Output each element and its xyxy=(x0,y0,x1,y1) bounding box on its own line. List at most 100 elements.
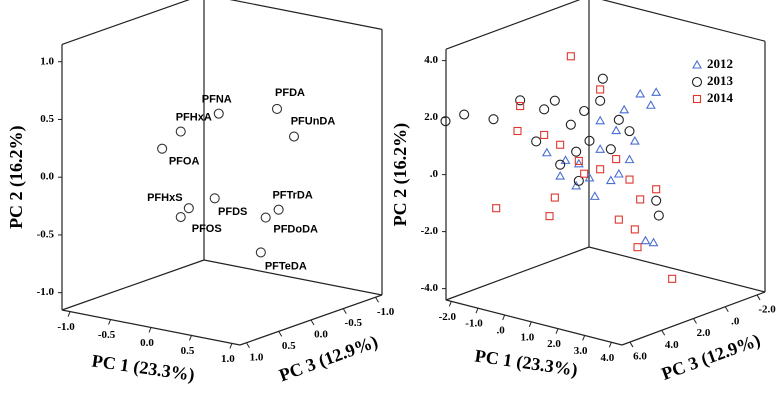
x-tick-label: -0.5 xyxy=(98,329,116,341)
square-marker xyxy=(596,85,605,94)
x-tick xyxy=(608,342,612,348)
triangle-marker xyxy=(560,155,571,164)
circle-marker xyxy=(459,109,470,120)
legend-marker xyxy=(692,94,702,104)
x-tick-label: 3.0 xyxy=(574,345,588,357)
triangle-marker xyxy=(613,168,624,178)
square-marker xyxy=(566,52,575,61)
x-tick xyxy=(475,307,479,314)
legend-label: 2013 xyxy=(707,73,734,88)
square-marker xyxy=(636,195,645,204)
triangle-marker xyxy=(619,104,630,114)
x-tick xyxy=(528,321,532,328)
point-label: PFHxA xyxy=(176,111,212,123)
legend-marker xyxy=(691,76,703,88)
y-tick-label: 0.5 xyxy=(40,113,54,125)
point-label: PFDoDA xyxy=(273,223,318,235)
triangle-marker xyxy=(611,125,622,135)
square-marker xyxy=(513,126,522,136)
legend-label: 2012 xyxy=(707,56,733,71)
triangle-marker xyxy=(648,237,659,247)
chart: -1.0 -0.5 0.0 0.5 1.0 1.0 0.5 0.0 -0.5 -1.0 -1.0 -0… xyxy=(6,0,395,386)
x-tick-label: 2.0 xyxy=(547,338,561,350)
square-marker xyxy=(652,185,661,194)
z-tick xyxy=(342,308,347,314)
y-tick-label: -4.0 xyxy=(421,282,439,294)
square-marker xyxy=(516,101,525,111)
square-marker xyxy=(668,274,677,283)
point-label: PFOS xyxy=(192,223,222,235)
circle-marker xyxy=(539,104,550,115)
y-tick-label: 1.0 xyxy=(40,55,54,67)
point-label: PFUnDA xyxy=(291,115,336,127)
circle-marker xyxy=(579,105,590,117)
circle-marker xyxy=(595,95,606,106)
z-tick-label: 0.0 xyxy=(314,329,328,341)
square-marker xyxy=(580,169,589,178)
square-marker xyxy=(596,165,605,174)
triangle-marker xyxy=(624,154,635,164)
triangle-marker xyxy=(635,88,646,98)
circle-marker xyxy=(613,114,624,125)
circle-marker xyxy=(157,143,168,154)
square-marker xyxy=(545,212,554,221)
box-edge xyxy=(229,0,383,30)
circle-marker xyxy=(584,135,595,146)
point-label: PFHxS xyxy=(147,192,182,204)
z-tick xyxy=(375,297,379,303)
z-tick-label: 4.0 xyxy=(665,339,679,351)
z-tick xyxy=(310,319,315,326)
y-tick-label: 4.0 xyxy=(424,54,438,66)
x-tick-label: -2.0 xyxy=(439,311,457,323)
box-edge xyxy=(61,0,190,45)
circle-marker xyxy=(255,247,266,258)
chart: -2.0 -1.0 .0 1.0 2.0 3.0 4.0 6.0 4.0 2.0 .0 -2.0 -4.… xyxy=(390,0,776,385)
box-edge xyxy=(61,259,205,311)
x-tick-label: -1.0 xyxy=(57,321,75,333)
y-tick-label: -1.0 xyxy=(37,286,55,298)
square-marker xyxy=(614,215,623,224)
circle-marker xyxy=(488,114,499,125)
circle-marker xyxy=(653,210,664,221)
x-tick-label: 0.0 xyxy=(140,337,154,349)
x-tick-label: 1.0 xyxy=(221,353,235,365)
legend-marker xyxy=(692,59,702,69)
point-label: PFNA xyxy=(202,94,232,106)
circle-marker xyxy=(573,175,584,186)
triangle-marker xyxy=(640,235,651,245)
triangle-marker xyxy=(629,135,640,145)
y-axis-label: PC 2 (16.2%) xyxy=(390,123,411,226)
circle-marker xyxy=(531,136,542,147)
triangle-marker xyxy=(605,175,616,185)
circle-marker xyxy=(260,212,271,223)
x-tick xyxy=(448,301,452,307)
circle-marker xyxy=(175,126,186,137)
x-tick-label: 1.0 xyxy=(520,331,534,343)
z-tick-label: -2.0 xyxy=(758,303,776,315)
x-tick xyxy=(108,319,112,325)
circle-marker xyxy=(213,108,224,119)
y-tick-label: -2.0 xyxy=(421,225,439,237)
z-tick-label: -0.5 xyxy=(345,317,363,329)
box-edge xyxy=(445,0,581,50)
z-tick xyxy=(629,341,634,348)
triangle-marker xyxy=(541,147,552,157)
y-tick-label: 2.0 xyxy=(424,111,438,123)
circle-marker xyxy=(273,204,284,215)
z-tick xyxy=(278,331,283,337)
point-label: PFDA xyxy=(275,87,305,99)
circle-marker xyxy=(565,119,576,130)
z-tick-label: 6.0 xyxy=(633,351,647,363)
triangle-marker xyxy=(595,115,606,125)
z-tick xyxy=(756,294,761,301)
box-edge xyxy=(601,0,766,42)
circle-marker xyxy=(440,116,451,127)
square-marker xyxy=(612,155,621,164)
circle-marker xyxy=(605,144,616,155)
x-tick xyxy=(67,311,71,317)
x-tick xyxy=(229,343,233,349)
x-tick-label: 4.0 xyxy=(600,352,614,364)
square-marker xyxy=(574,156,583,165)
circle-marker xyxy=(183,203,194,214)
